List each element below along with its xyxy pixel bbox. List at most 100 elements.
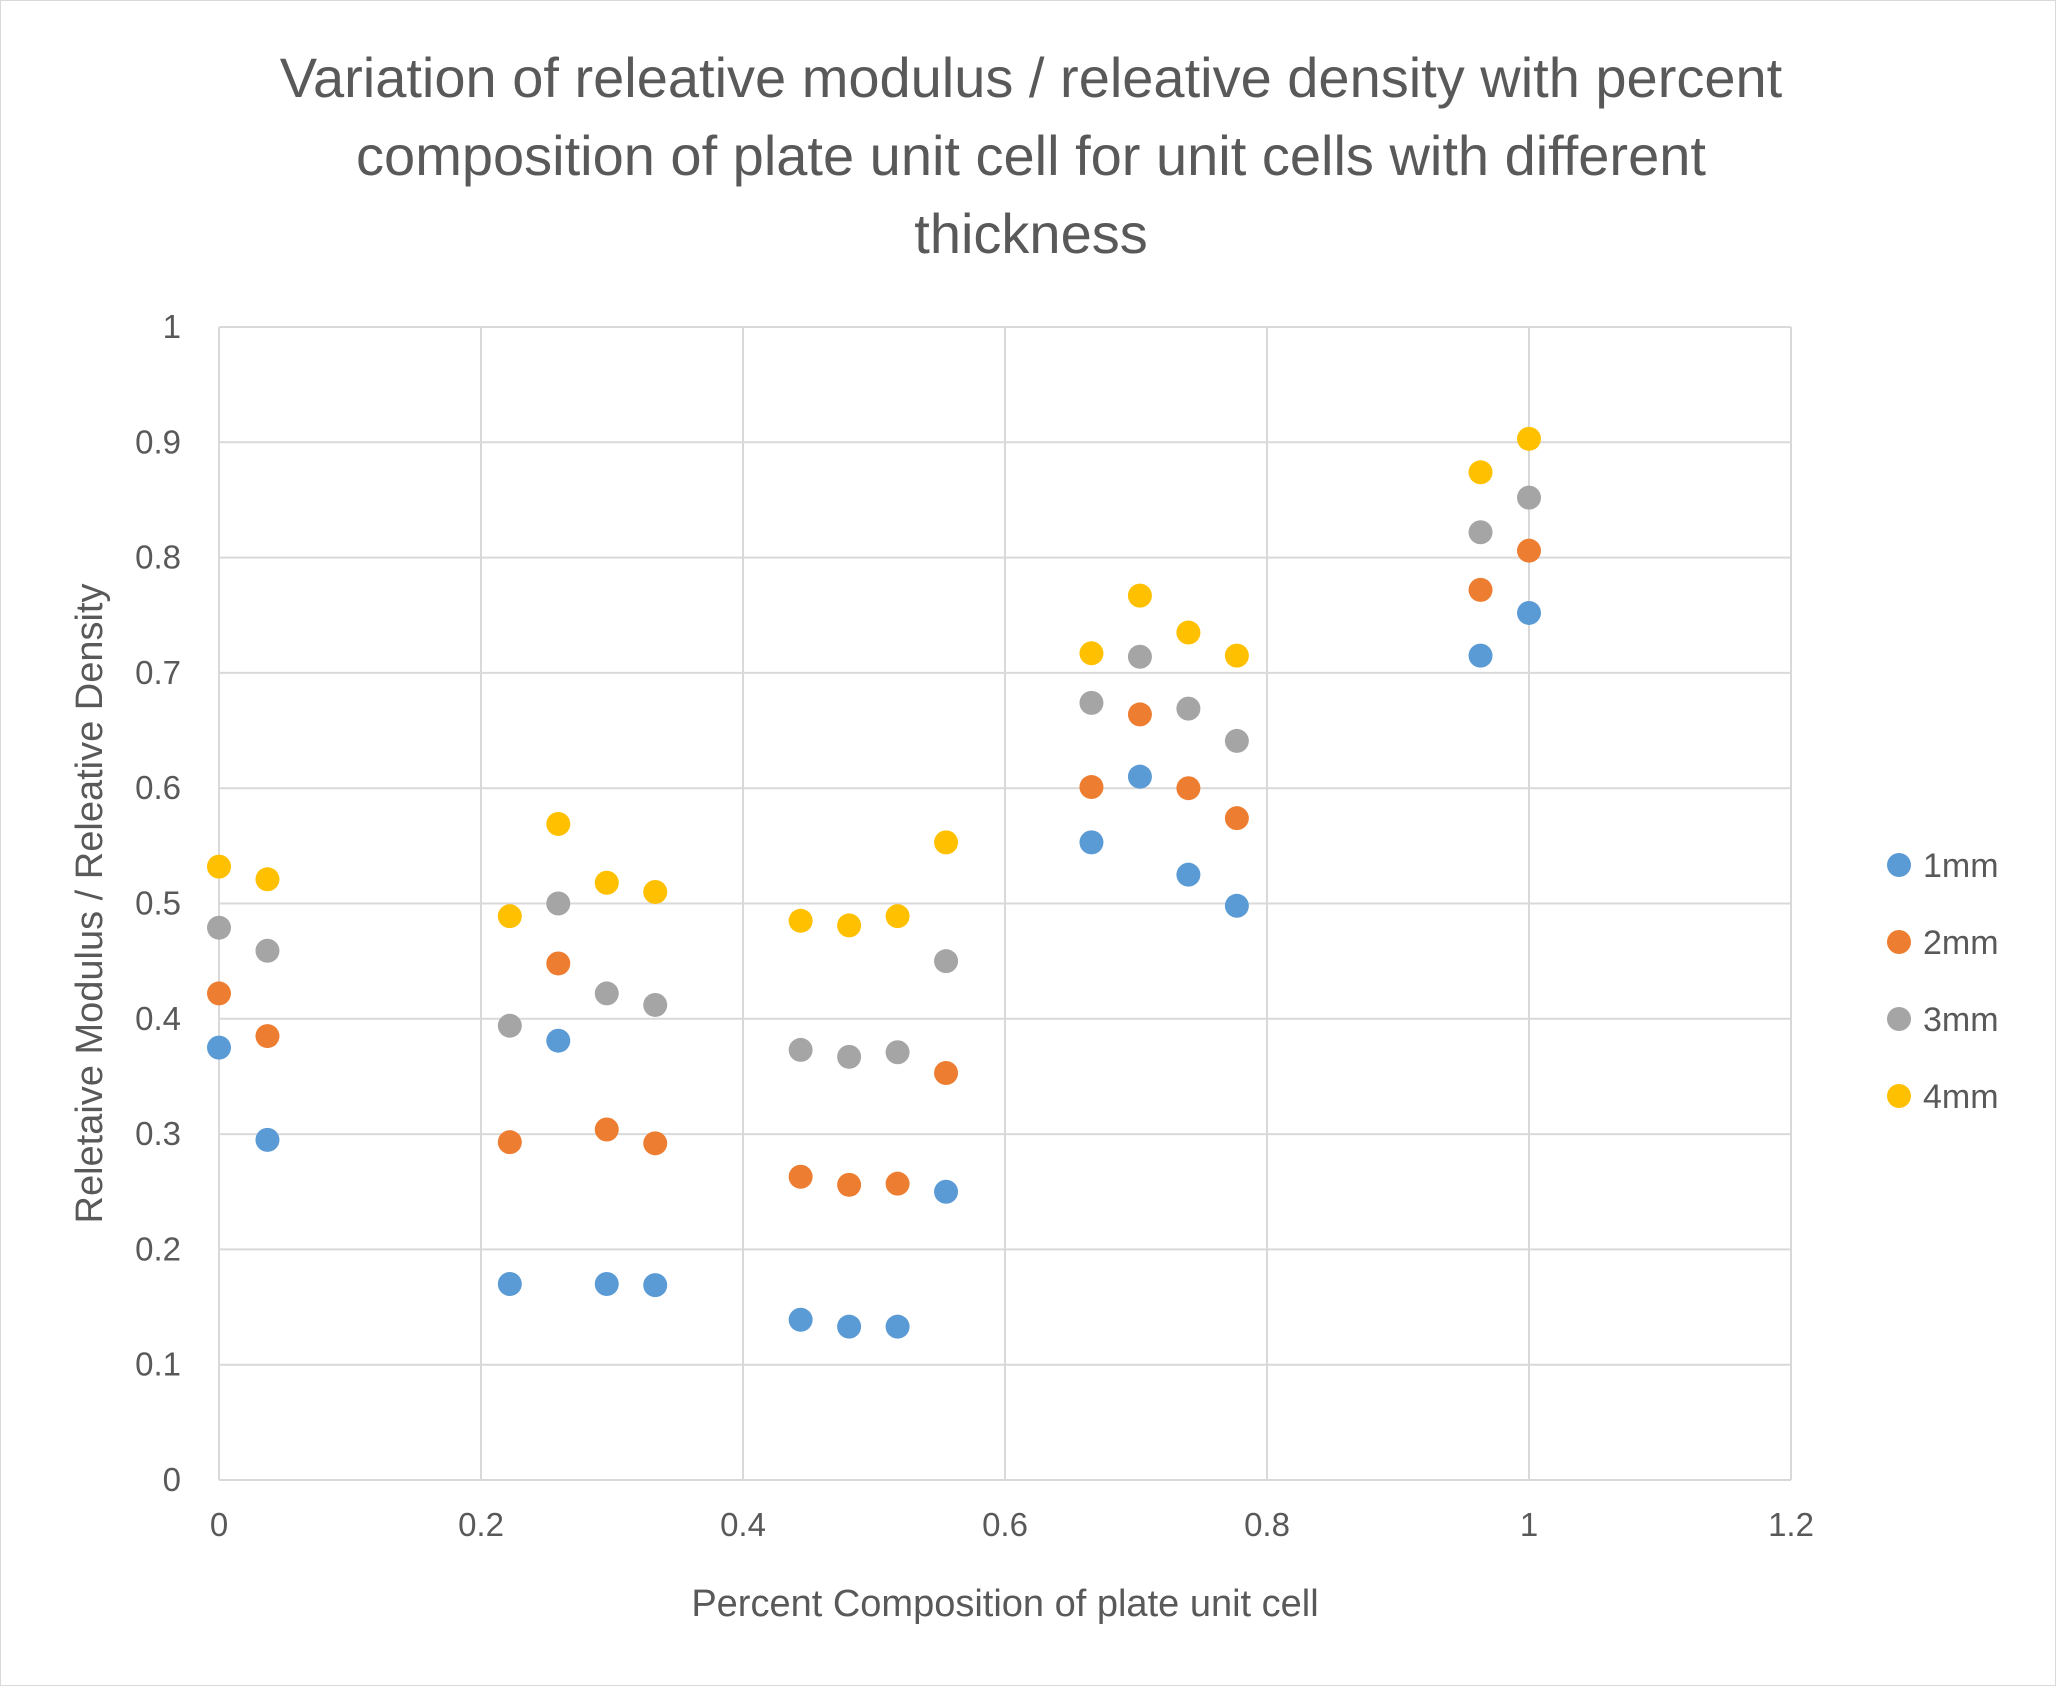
data-point-3mm [1517,485,1541,510]
series-3mm [207,485,1541,1069]
data-point-3mm [594,981,619,1006]
data-point-1mm [788,1307,813,1332]
data-point-2mm [1517,538,1541,563]
legend-label: 2mm [1923,924,1999,962]
series-2mm [207,538,1541,1197]
data-point-2mm [546,951,571,976]
data-point-1mm [1176,862,1201,887]
x-tick-label: 1.2 [1768,1506,1814,1543]
data-point-3mm [1468,520,1493,545]
data-point-3mm [837,1044,862,1069]
x-tick-label: 0.6 [982,1506,1028,1543]
data-point-4mm [207,854,231,879]
data-point-1mm [255,1127,280,1152]
data-point-4mm [788,908,813,933]
legend-marker [1887,1084,1911,1108]
data-point-1mm [1468,643,1493,668]
data-point-2mm [497,1130,522,1155]
legend-label: 4mm [1923,1078,1999,1116]
chart-title-line-3: thickness [914,202,1148,265]
data-point-3mm [788,1037,813,1062]
x-tick-label: 0.4 [720,1506,766,1543]
data-point-1mm [207,1035,231,1060]
data-point-1mm [1079,830,1104,855]
data-point-1mm [643,1273,668,1298]
y-axis-tick-labels: 0 0.1 0.2 0.3 0.4 0.5 0.6 0.7 0.8 0.9 1 [135,308,181,1498]
data-point-3mm [207,915,231,940]
series-1mm [207,600,1541,1339]
y-tick-label: 0.1 [135,1346,181,1383]
data-point-1mm [546,1028,571,1053]
data-point-3mm [1224,728,1249,753]
data-point-4mm [1468,460,1493,485]
data-point-1mm [837,1314,862,1339]
data-point-4mm [1176,620,1201,645]
data-point-4mm [643,879,668,904]
data-points [207,426,1541,1339]
y-tick-label: 1 [163,308,181,345]
legend-label: 1mm [1923,847,1999,885]
data-point-4mm [1127,583,1152,608]
data-point-1mm [934,1179,959,1204]
data-point-4mm [885,904,910,929]
data-point-2mm [1468,577,1493,602]
x-tick-label: 0.2 [458,1506,504,1543]
legend-item-2mm: 2mm [1887,924,1999,962]
data-point-3mm [885,1040,910,1065]
data-point-2mm [207,981,231,1006]
data-point-2mm [885,1171,910,1196]
data-point-3mm [934,949,959,974]
legend-item-4mm: 4mm [1887,1078,1999,1116]
legend-marker [1887,1007,1911,1031]
data-point-2mm [934,1060,959,1085]
legend-item-1mm: 1mm [1887,847,1999,885]
legend-label: 3mm [1923,1001,1999,1039]
data-point-4mm [837,913,862,938]
series-4mm [207,426,1541,938]
y-tick-label: 0.8 [135,539,181,576]
data-point-1mm [1224,893,1249,918]
y-tick-label: 0.6 [135,769,181,806]
x-tick-label: 0 [210,1506,228,1543]
y-tick-label: 0.4 [135,1000,181,1037]
data-point-4mm [1517,426,1541,451]
gridlines [218,326,1792,1481]
data-point-2mm [594,1117,619,1142]
x-axis-tick-labels: 0 0.2 0.4 0.6 0.8 1 1.2 [210,1506,1814,1543]
legend-marker [1887,853,1911,877]
data-point-4mm [594,870,619,895]
data-point-2mm [1127,702,1152,727]
data-point-2mm [1176,776,1201,801]
data-point-2mm [1079,775,1104,800]
data-point-3mm [1079,690,1104,715]
chart-title-line-2: composition of plate unit cell for unit … [356,124,1706,187]
data-point-4mm [546,811,571,836]
y-tick-label: 0.7 [135,654,181,691]
data-point-2mm [643,1131,668,1156]
data-point-3mm [1127,644,1152,669]
x-axis-title: Percent Composition of plate unit cell [691,1583,1318,1625]
data-point-1mm [1127,764,1152,789]
data-point-4mm [497,904,522,929]
data-point-3mm [1176,696,1201,721]
data-point-2mm [837,1172,862,1197]
data-point-3mm [546,891,571,916]
data-point-1mm [497,1271,522,1296]
y-tick-label: 0.3 [135,1115,181,1152]
data-point-4mm [1079,641,1104,666]
data-point-2mm [1224,806,1249,831]
legend-item-3mm: 3mm [1887,1001,1999,1039]
data-point-4mm [255,867,280,892]
data-point-2mm [255,1024,280,1049]
data-point-2mm [788,1164,813,1189]
chart-title-line-1: Variation of releative modulus / releati… [279,46,1783,109]
data-point-3mm [255,938,280,963]
data-point-1mm [885,1314,910,1339]
y-tick-label: 0 [163,1461,181,1498]
data-point-3mm [497,1013,522,1038]
data-point-1mm [1517,600,1541,625]
y-tick-label: 0.5 [135,885,181,922]
data-point-1mm [594,1271,619,1296]
